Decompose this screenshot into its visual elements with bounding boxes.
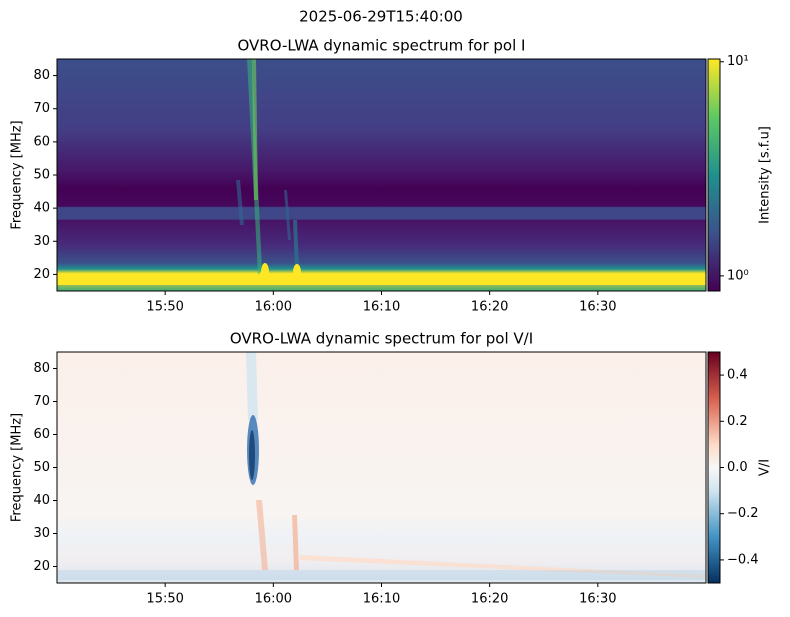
y-tick-label: 80 [33,68,50,83]
colorbar [707,58,721,292]
y-tick-label: 40 [33,493,50,508]
x-tick-label: 16:00 [255,300,292,315]
y-tick-label: 20 [33,559,50,574]
x-tick-label: 16:20 [471,592,508,607]
x-tick-label: 16:10 [363,592,400,607]
y-tick-label: 50 [33,460,50,475]
y-tick-label: 60 [33,427,50,442]
colorbar-label: V/I [758,459,773,476]
x-tick-label: 16:00 [255,592,292,607]
x-tick-label: 16:20 [471,300,508,315]
colorbar-tick-label: 10⁰ [727,268,749,283]
y-tick-label: 70 [33,394,50,409]
colorbar-tick-label: 0.4 [727,368,748,383]
y-tick-label: 60 [33,134,50,149]
colorbar-tick-label: 0.2 [727,414,748,429]
spectrum-image-vi [57,352,706,583]
y-axis-label: Frequency [MHz] [10,413,25,522]
y-tick-label: 30 [33,526,50,541]
figure-title: 2025-06-29T15:40:00 [299,8,463,26]
x-tick-label: 16:30 [579,592,616,607]
y-axis-label: Frequency [MHz] [10,120,25,229]
colorbar-tick-label: −0.4 [727,552,759,567]
y-tick-label: 50 [33,168,50,183]
y-tick-label: 30 [33,234,50,249]
y-tick-label: 40 [33,201,50,216]
y-tick-label: 80 [33,361,50,376]
colorbar-tick-label: −0.2 [727,506,759,521]
spectrum-image-i [57,59,706,291]
colorbar-label: Intensity [s.f.u] [758,126,773,224]
y-tick-label: 70 [33,101,50,116]
colorbar-tick-label: 10¹ [727,54,749,69]
colorbar [707,351,721,584]
x-tick-label: 16:10 [363,300,400,315]
x-tick-label: 15:50 [146,300,183,315]
x-tick-label: 15:50 [146,592,183,607]
x-tick-label: 16:30 [579,300,616,315]
panel-title: OVRO-LWA dynamic spectrum for pol V/I [230,330,533,348]
colorbar-tick-label: 0.0 [727,460,748,475]
y-tick-label: 20 [33,267,50,282]
panel-title: OVRO-LWA dynamic spectrum for pol I [238,37,526,55]
